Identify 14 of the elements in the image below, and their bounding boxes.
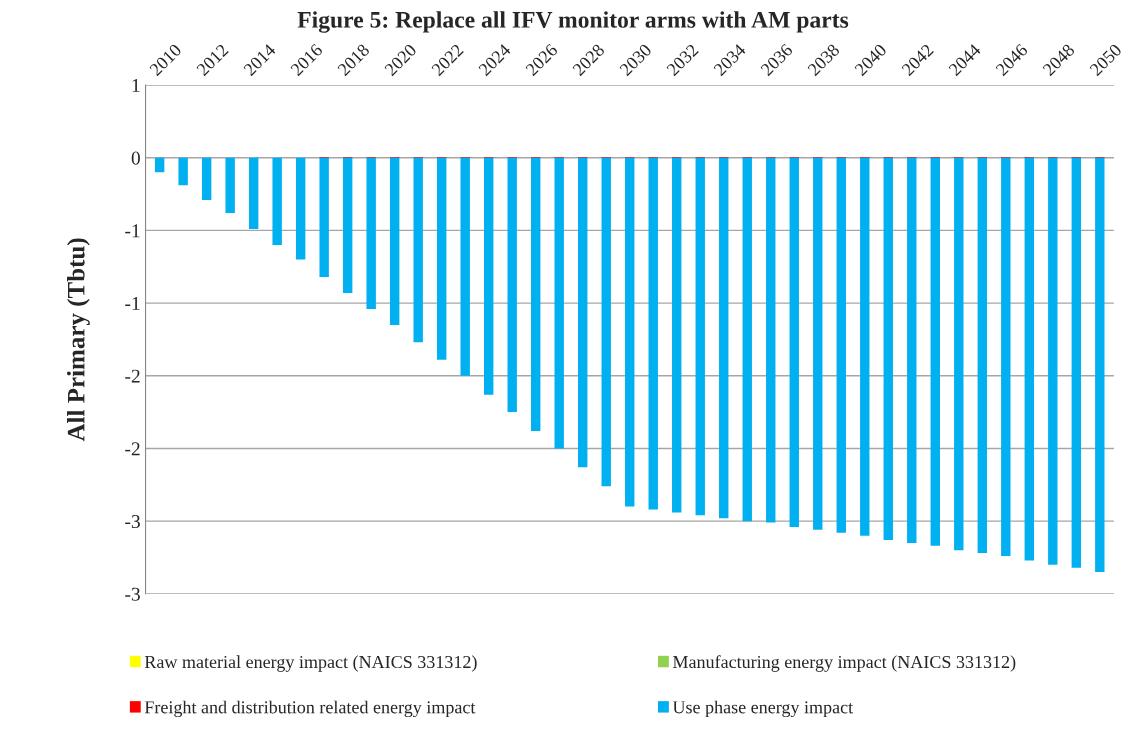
- y-axis-title: All Primary (Tbtu): [67, 238, 90, 442]
- y-tick-label: -1: [125, 297, 140, 310]
- y-tick-label: -2: [125, 442, 140, 456]
- y-tick-label: -3: [125, 515, 140, 529]
- legend-label: Manufacturing energy impact (NAICS 331312): [672, 655, 1016, 672]
- y-tick-label: 1: [132, 78, 140, 92]
- legend-label: Freight and distribution related energy impact: [144, 700, 476, 718]
- y-tick-label: -1: [125, 224, 140, 238]
- y-tick-label: 0: [131, 151, 140, 165]
- y-tick-label: -3: [125, 587, 140, 601]
- legend-label: Use phase energy impact: [672, 700, 854, 718]
- chart-title: Figure 5: Replace all IFV monitor arms with AM parts: [297, 11, 849, 33]
- legend-label: Raw material energy impact (NAICS 331312): [144, 655, 477, 672]
- y-tick-label: -2: [125, 369, 140, 383]
